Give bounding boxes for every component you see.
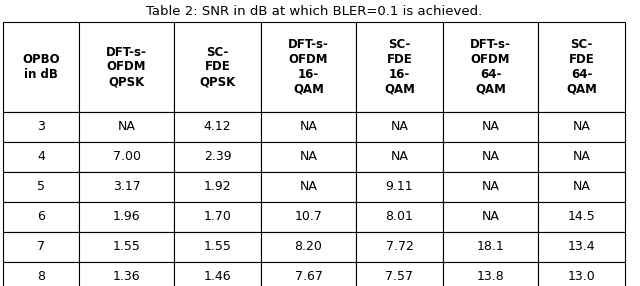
Bar <box>79 22 174 112</box>
Bar <box>3 202 79 232</box>
Text: 3: 3 <box>37 120 45 134</box>
Text: NA: NA <box>390 150 408 164</box>
Text: DFT-s-
OFDM
QPSK: DFT-s- OFDM QPSK <box>106 45 147 88</box>
Text: NA: NA <box>573 120 590 134</box>
Text: 1.55: 1.55 <box>113 241 141 253</box>
Text: 18.1: 18.1 <box>477 241 504 253</box>
Bar <box>79 172 174 202</box>
Bar <box>79 232 174 262</box>
Bar <box>261 22 356 112</box>
Bar <box>356 202 443 232</box>
Text: 1.55: 1.55 <box>204 241 232 253</box>
Bar <box>261 232 356 262</box>
Text: NA: NA <box>300 180 317 194</box>
Bar <box>174 262 261 286</box>
Text: 4: 4 <box>37 150 45 164</box>
Text: 8.20: 8.20 <box>294 241 323 253</box>
Bar <box>443 142 538 172</box>
Bar <box>3 22 79 112</box>
Bar <box>261 262 356 286</box>
Text: 13.8: 13.8 <box>477 271 504 283</box>
Bar <box>261 172 356 202</box>
Text: 9.11: 9.11 <box>386 180 413 194</box>
Bar <box>261 112 356 142</box>
Bar <box>538 202 625 232</box>
Bar <box>538 112 625 142</box>
Text: NA: NA <box>573 180 590 194</box>
Text: 14.5: 14.5 <box>568 210 595 223</box>
Text: 10.7: 10.7 <box>294 210 323 223</box>
Text: NA: NA <box>481 150 499 164</box>
Text: 1.46: 1.46 <box>204 271 231 283</box>
Bar <box>538 172 625 202</box>
Text: NA: NA <box>573 150 590 164</box>
Text: SC-
FDE
16-
QAM: SC- FDE 16- QAM <box>384 38 415 96</box>
Text: NA: NA <box>118 120 136 134</box>
Bar <box>443 262 538 286</box>
Bar <box>356 22 443 112</box>
Bar <box>443 172 538 202</box>
Text: SC-
FDE
64-
QAM: SC- FDE 64- QAM <box>566 38 597 96</box>
Bar <box>79 112 174 142</box>
Bar <box>174 112 261 142</box>
Text: 3.17: 3.17 <box>113 180 140 194</box>
Bar <box>261 142 356 172</box>
Text: 6: 6 <box>37 210 45 223</box>
Text: 7.72: 7.72 <box>385 241 413 253</box>
Text: NA: NA <box>390 120 408 134</box>
Bar <box>443 202 538 232</box>
Text: 1.96: 1.96 <box>113 210 140 223</box>
Text: OPBO
in dB: OPBO in dB <box>22 53 60 81</box>
Text: 7.57: 7.57 <box>385 271 413 283</box>
Text: SC-
FDE
QPSK: SC- FDE QPSK <box>200 45 236 88</box>
Text: NA: NA <box>481 120 499 134</box>
Text: DFT-s-
OFDM
64-
QAM: DFT-s- OFDM 64- QAM <box>470 38 511 96</box>
Bar <box>538 22 625 112</box>
Text: NA: NA <box>481 180 499 194</box>
Bar <box>3 142 79 172</box>
Text: Table 2: SNR in dB at which BLER=0.1 is achieved.: Table 2: SNR in dB at which BLER=0.1 is … <box>146 5 482 18</box>
Text: NA: NA <box>300 150 317 164</box>
Bar <box>443 232 538 262</box>
Text: 7.67: 7.67 <box>294 271 323 283</box>
Bar <box>79 202 174 232</box>
Bar <box>538 142 625 172</box>
Text: 1.36: 1.36 <box>113 271 140 283</box>
Text: 7: 7 <box>37 241 45 253</box>
Bar <box>174 22 261 112</box>
Bar <box>443 112 538 142</box>
Bar <box>174 202 261 232</box>
Text: 5: 5 <box>37 180 45 194</box>
Bar <box>3 112 79 142</box>
Text: DFT-s-
OFDM
16-
QAM: DFT-s- OFDM 16- QAM <box>288 38 329 96</box>
Text: NA: NA <box>481 210 499 223</box>
Bar <box>443 22 538 112</box>
Bar <box>174 232 261 262</box>
Text: 1.70: 1.70 <box>204 210 232 223</box>
Bar <box>538 262 625 286</box>
Bar <box>174 172 261 202</box>
Bar <box>261 202 356 232</box>
Text: 2.39: 2.39 <box>204 150 231 164</box>
Text: 1.92: 1.92 <box>204 180 231 194</box>
Text: 13.4: 13.4 <box>568 241 595 253</box>
Text: 7.00: 7.00 <box>113 150 141 164</box>
Bar <box>3 232 79 262</box>
Text: 8: 8 <box>37 271 45 283</box>
Text: 4.12: 4.12 <box>204 120 231 134</box>
Bar <box>356 142 443 172</box>
Bar <box>79 262 174 286</box>
Bar <box>174 142 261 172</box>
Bar <box>79 142 174 172</box>
Text: NA: NA <box>300 120 317 134</box>
Bar <box>538 232 625 262</box>
Text: 8.01: 8.01 <box>385 210 413 223</box>
Bar <box>3 172 79 202</box>
Bar <box>356 232 443 262</box>
Bar <box>356 172 443 202</box>
Bar <box>3 262 79 286</box>
Bar <box>356 112 443 142</box>
Text: 13.0: 13.0 <box>568 271 595 283</box>
Bar <box>356 262 443 286</box>
